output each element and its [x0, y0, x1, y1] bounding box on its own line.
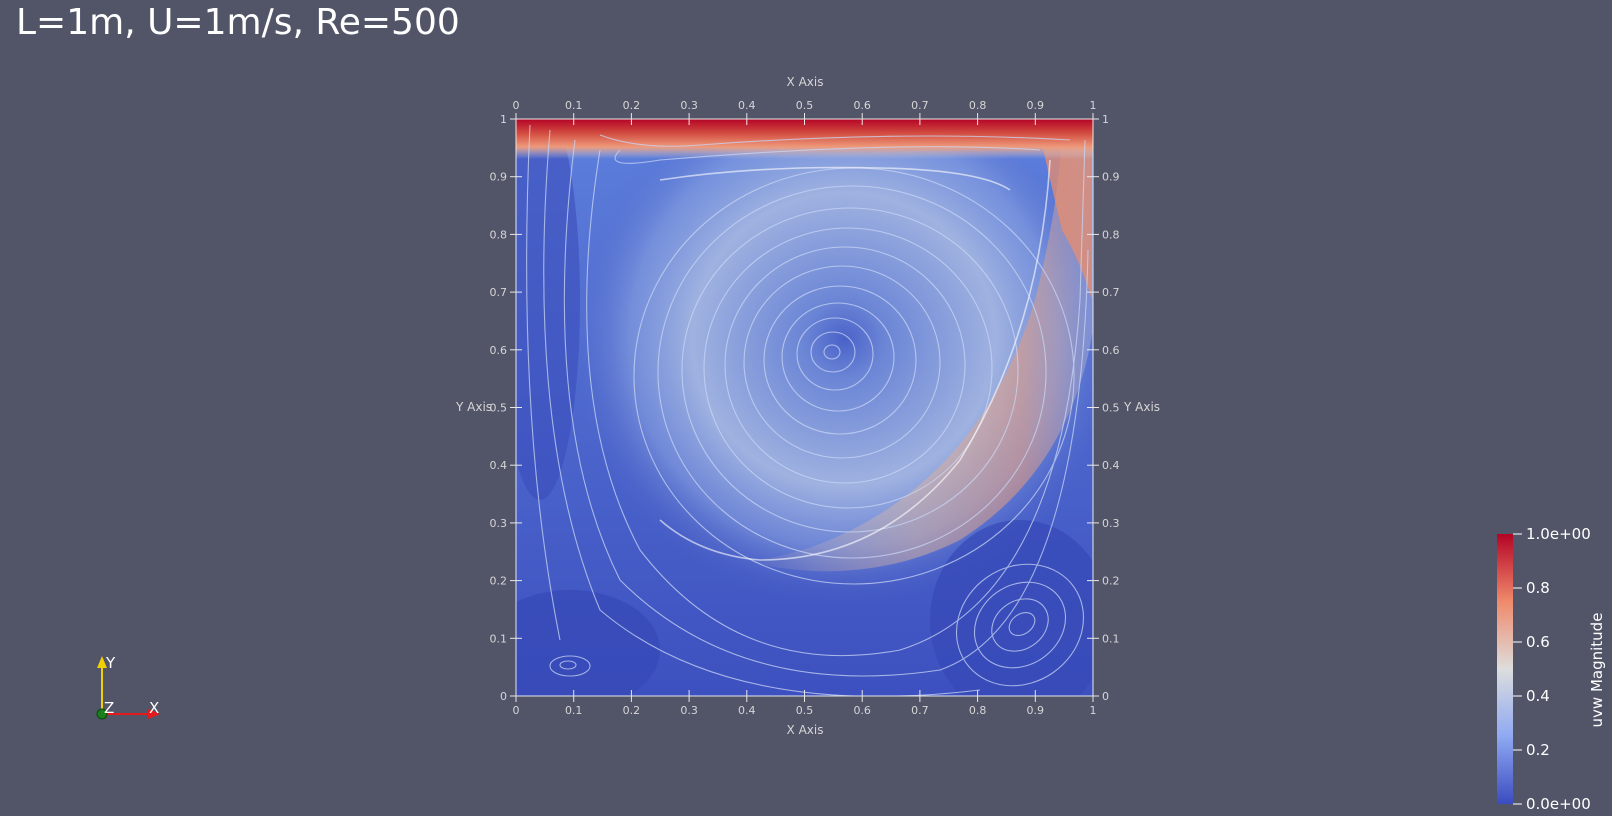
x-tick-label-top: 0.6 [853, 99, 871, 112]
x-tick-label-bottom: 0.6 [853, 704, 871, 717]
x-tick-label-top: 0.3 [680, 99, 698, 112]
x-tick-label-top: 1 [1090, 99, 1097, 112]
x-tick-label-bottom: 0.3 [680, 704, 698, 717]
colorbar-title: uvw Magnitude [1588, 613, 1606, 728]
orientation-axes[interactable]: Y Z X [96, 654, 160, 720]
y-tick-label-left: 0.5 [490, 402, 508, 415]
orientation-z-label: Z [104, 699, 114, 717]
colorbar-tick-label: 0.2 [1526, 741, 1550, 759]
x-tick-label-bottom: 0.9 [1027, 704, 1045, 717]
orientation-x-arrow-icon [148, 709, 160, 719]
axes-grid: 000 00.10.10.1 0.10.20.20.2 0.20.30.30.3 0.3… [490, 99, 1120, 717]
colorbar-tick-label: 0.8 [1526, 579, 1550, 597]
y-tick-label-right: 0.7 [1102, 286, 1120, 299]
y-tick-label-right: 0.2 [1102, 575, 1120, 588]
y-tick-label-right: 0.6 [1102, 344, 1120, 357]
y-tick-label-left: 0.1 [490, 632, 508, 645]
y-tick-label-left: 0.6 [490, 344, 508, 357]
orientation-z-axis-icon [96, 708, 108, 720]
y-tick-label-left: 0.9 [490, 171, 508, 184]
y-tick-label-left: 1 [500, 113, 507, 126]
colorbar-tick-label: 0.0e+00 [1526, 795, 1591, 813]
x-axis-title-bottom: X Axis [787, 723, 824, 737]
y-tick-label-left: 0.2 [490, 575, 508, 588]
x-tick-label-bottom: 0.2 [623, 704, 641, 717]
orientation-x-label: X [149, 699, 159, 717]
x-tick-label-bottom: 0.5 [796, 704, 814, 717]
y-tick-label-left: 0.3 [490, 517, 508, 530]
streamline-highlights [659, 159, 1051, 561]
velocity-field [516, 119, 1093, 696]
y-tick-label-left: 0.8 [490, 228, 508, 241]
x-tick-label-top: 0.9 [1027, 99, 1045, 112]
y-tick-label-right: 0.4 [1102, 459, 1120, 472]
orientation-y-label: Y [105, 654, 116, 672]
x-tick-label-top: 0.2 [623, 99, 641, 112]
colorbar-tick-label: 0.6 [1526, 633, 1550, 651]
x-axis-title-top: X Axis [787, 75, 824, 89]
colorbar: 1.0e+00 0.8 0.6 0.4 0.2 0.0e+00 uvw Magnitude [1497, 525, 1606, 813]
y-axis-title-left: Y Axis [455, 400, 492, 414]
x-tick-label-top: 0.7 [911, 99, 929, 112]
y-tick-label-right: 0.3 [1102, 517, 1120, 530]
colorbar-tick-label: 0.4 [1526, 687, 1550, 705]
x-tick-label-top: 0 [513, 99, 520, 112]
x-tick-label-bottom: 0.8 [969, 704, 987, 717]
y-tick-label-right: 0.8 [1102, 228, 1120, 241]
y-tick-label-right: 0.9 [1102, 171, 1120, 184]
y-tick-label-left: 0 [500, 690, 507, 703]
orientation-y-arrow-icon [97, 656, 107, 668]
y-tick-label-right: 0.1 [1102, 632, 1120, 645]
y-axis-title-right: Y Axis [1123, 400, 1160, 414]
x-tick-label-bottom: 0.1 [565, 704, 583, 717]
streamlines [526, 124, 1089, 696]
x-tick-label-top: 0.5 [796, 99, 814, 112]
y-tick-label-right: 0 [1102, 690, 1109, 703]
page-title: L=1m, U=1m/s, Re=500 [16, 2, 460, 43]
y-tick-label-right: 1 [1102, 113, 1109, 126]
x-tick-label-top: 0.4 [738, 99, 756, 112]
x-tick-label-bottom: 0 [513, 704, 520, 717]
y-tick-label-right: 0.5 [1102, 402, 1120, 415]
x-tick-label-top: 0.1 [565, 99, 583, 112]
colorbar-tick-label: 1.0e+00 [1526, 525, 1591, 543]
x-tick-label-bottom: 1 [1090, 704, 1097, 717]
colorbar-gradient [1497, 534, 1513, 804]
x-tick-label-bottom: 0.7 [911, 704, 929, 717]
x-tick-label-top: 0.8 [969, 99, 987, 112]
x-tick-label-bottom: 0.4 [738, 704, 756, 717]
y-tick-label-left: 0.7 [490, 286, 508, 299]
y-tick-label-left: 0.4 [490, 459, 508, 472]
